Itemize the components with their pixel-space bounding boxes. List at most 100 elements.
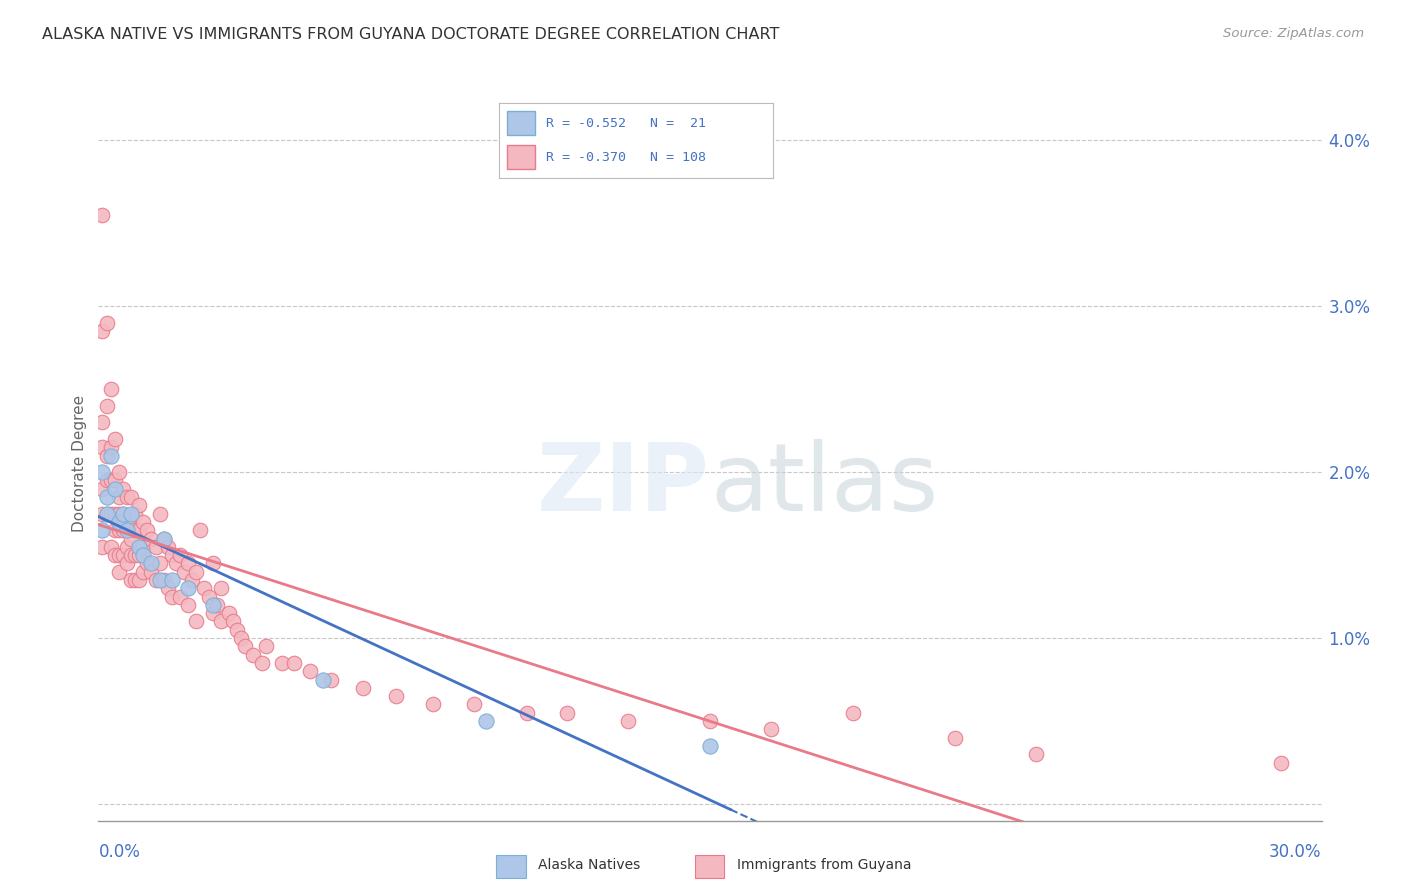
Point bbox=[152, 573, 174, 587]
Point bbox=[124, 548, 146, 562]
Point bbox=[699, 739, 721, 753]
Point bbox=[319, 673, 342, 687]
Point bbox=[108, 465, 131, 479]
Point bbox=[186, 615, 208, 629]
Point bbox=[177, 582, 200, 596]
Text: 0.0%: 0.0% bbox=[98, 843, 141, 861]
Point bbox=[111, 482, 134, 496]
Point bbox=[943, 731, 966, 745]
Point bbox=[149, 557, 172, 571]
Point bbox=[104, 474, 127, 488]
Point bbox=[169, 590, 191, 604]
Point bbox=[188, 523, 212, 537]
Point bbox=[169, 548, 191, 562]
Point bbox=[226, 623, 249, 637]
Point bbox=[1270, 756, 1292, 770]
Point bbox=[149, 507, 172, 521]
Point bbox=[242, 648, 264, 662]
Point bbox=[96, 507, 118, 521]
Point bbox=[312, 673, 335, 687]
Bar bbox=[508, 145, 534, 169]
Point bbox=[160, 548, 183, 562]
Bar bbox=[496, 855, 526, 878]
Point bbox=[128, 548, 150, 562]
Point bbox=[100, 474, 122, 488]
Point bbox=[128, 499, 150, 513]
Point bbox=[115, 515, 138, 529]
Point bbox=[352, 681, 374, 695]
Point bbox=[96, 490, 118, 504]
Point bbox=[145, 540, 167, 554]
Point bbox=[231, 631, 253, 645]
Point bbox=[145, 573, 167, 587]
Point bbox=[128, 523, 150, 537]
Point bbox=[422, 698, 444, 712]
Point bbox=[209, 615, 232, 629]
Point bbox=[104, 432, 127, 446]
Point bbox=[617, 714, 640, 728]
Point bbox=[201, 557, 224, 571]
Point bbox=[128, 573, 150, 587]
Point bbox=[132, 548, 155, 562]
Point bbox=[96, 399, 118, 413]
Bar bbox=[508, 111, 534, 136]
Bar bbox=[695, 855, 724, 878]
Point bbox=[270, 656, 294, 670]
Point bbox=[132, 565, 155, 579]
Point bbox=[201, 606, 224, 620]
Point bbox=[160, 590, 183, 604]
Point bbox=[91, 482, 114, 496]
Point bbox=[283, 656, 305, 670]
Point bbox=[108, 565, 131, 579]
Point bbox=[91, 415, 114, 429]
Point bbox=[156, 540, 179, 554]
Point bbox=[186, 565, 208, 579]
Point bbox=[108, 523, 131, 537]
Point bbox=[209, 582, 232, 596]
Point bbox=[120, 515, 142, 529]
Point bbox=[165, 557, 187, 571]
Point bbox=[1025, 747, 1047, 762]
Point bbox=[841, 706, 863, 720]
Point bbox=[104, 548, 127, 562]
Point bbox=[761, 723, 783, 737]
Text: Alaska Natives: Alaska Natives bbox=[538, 858, 641, 872]
Point bbox=[96, 507, 118, 521]
Point bbox=[181, 573, 204, 587]
Point bbox=[115, 540, 138, 554]
Text: R = -0.370   N = 108: R = -0.370 N = 108 bbox=[546, 151, 706, 163]
Point bbox=[120, 490, 142, 504]
Point bbox=[152, 532, 174, 546]
Point bbox=[100, 449, 122, 463]
Point bbox=[100, 440, 122, 454]
Point bbox=[91, 540, 114, 554]
Point bbox=[141, 557, 163, 571]
Point bbox=[197, 590, 219, 604]
Point bbox=[120, 548, 142, 562]
Point bbox=[205, 598, 228, 612]
Point bbox=[141, 532, 163, 546]
Point bbox=[132, 515, 155, 529]
Point bbox=[100, 540, 122, 554]
Point bbox=[91, 208, 114, 222]
Point bbox=[108, 507, 131, 521]
Point bbox=[104, 507, 127, 521]
Point bbox=[177, 557, 200, 571]
Point bbox=[299, 665, 322, 679]
Point bbox=[96, 449, 118, 463]
Point bbox=[474, 714, 498, 728]
Point bbox=[104, 482, 127, 496]
Point bbox=[463, 698, 485, 712]
Point bbox=[177, 598, 200, 612]
Point bbox=[128, 540, 150, 554]
Point bbox=[91, 507, 114, 521]
Point bbox=[141, 565, 163, 579]
Text: atlas: atlas bbox=[710, 439, 938, 532]
Y-axis label: Doctorate Degree: Doctorate Degree bbox=[72, 395, 87, 533]
Point bbox=[124, 523, 146, 537]
Point bbox=[115, 557, 138, 571]
Text: ALASKA NATIVE VS IMMIGRANTS FROM GUYANA DOCTORATE DEGREE CORRELATION CHART: ALASKA NATIVE VS IMMIGRANTS FROM GUYANA … bbox=[42, 27, 779, 42]
Point bbox=[152, 532, 174, 546]
Point bbox=[132, 540, 155, 554]
Point bbox=[111, 507, 134, 521]
